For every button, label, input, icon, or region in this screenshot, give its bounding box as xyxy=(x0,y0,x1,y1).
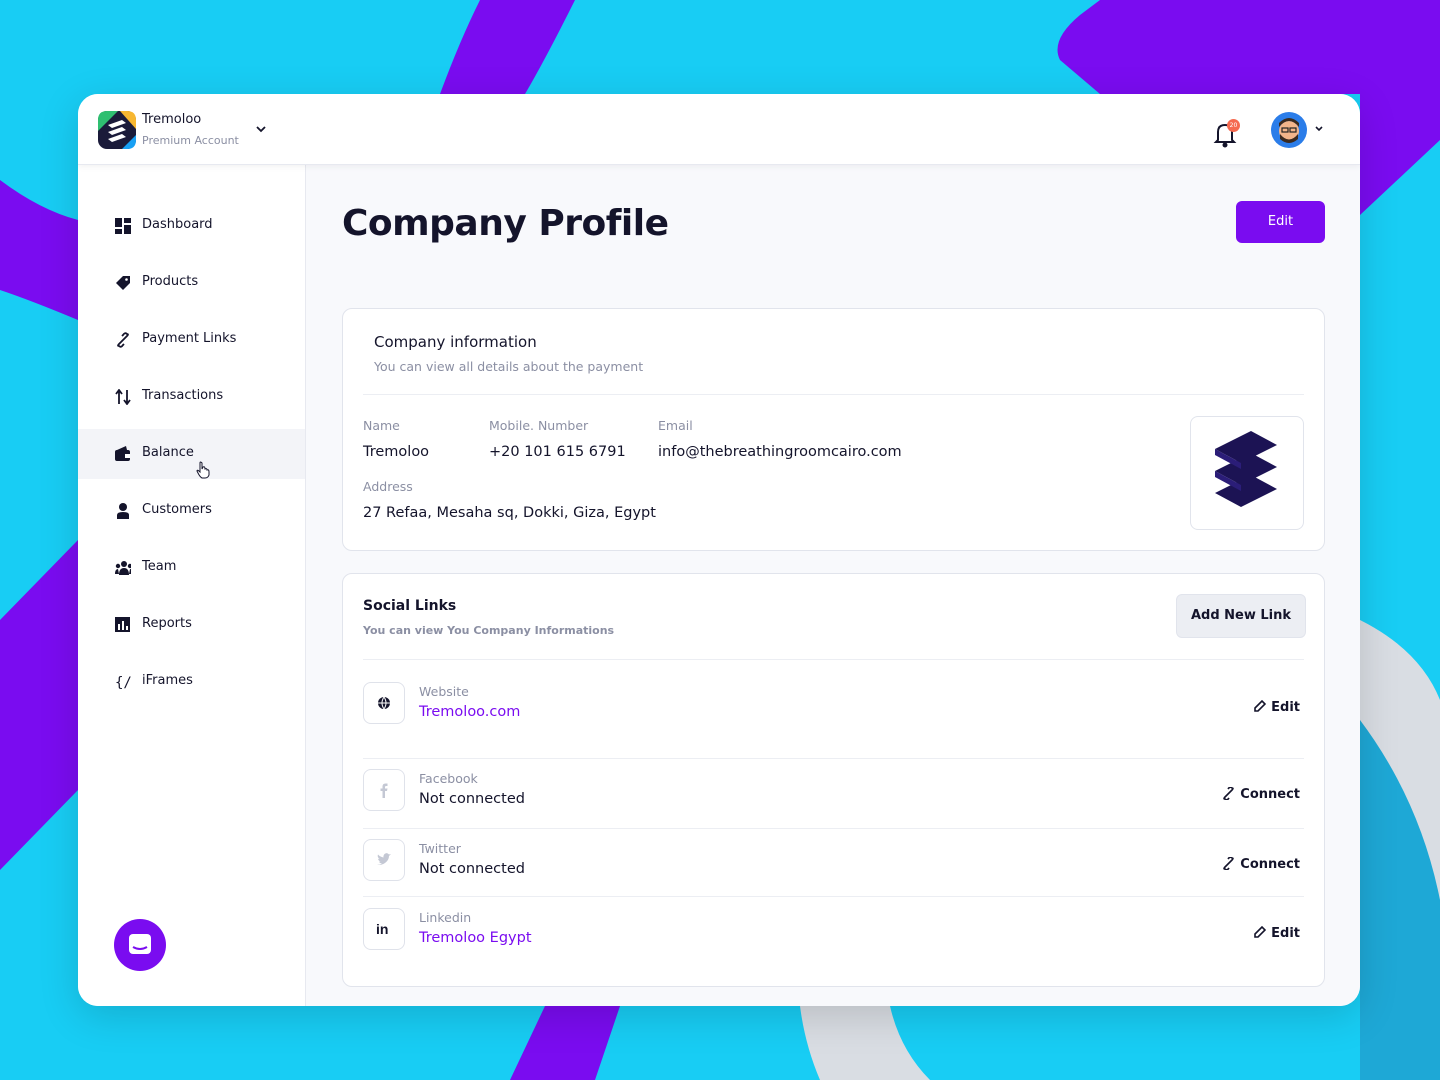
field-label: Address xyxy=(363,479,413,494)
link-label: Linkedin xyxy=(419,910,472,925)
link-label: Facebook xyxy=(419,771,478,786)
cursor xyxy=(196,461,210,479)
field-value: info@thebreathingroomcairo.com xyxy=(658,444,902,460)
action-label: Connect xyxy=(1240,787,1300,802)
chat-button[interactable] xyxy=(112,917,168,973)
social-row: Website Tremoloo.com Edit xyxy=(343,682,1324,730)
company-logo xyxy=(1190,416,1304,530)
link-action[interactable]: Edit xyxy=(1253,699,1300,715)
nav-item[interactable]: Balance xyxy=(78,429,305,479)
link-label: Twitter xyxy=(419,841,461,856)
account-dropdown[interactable] xyxy=(255,125,267,133)
notification-badge: 20 xyxy=(1227,119,1240,132)
nav-item[interactable]: Team xyxy=(78,543,305,593)
page-title: Company Profile xyxy=(342,203,669,244)
link-value: Not connected xyxy=(419,861,525,877)
field-label: Mobile. Number xyxy=(489,418,589,433)
nav-item[interactable]: {/} iFrames xyxy=(78,657,305,707)
edit-button[interactable]: Edit xyxy=(1236,201,1325,243)
website-icon xyxy=(363,682,405,724)
company-info-card: Company information You can view all det… xyxy=(342,308,1325,551)
field-label: Name xyxy=(363,418,400,433)
nav-label: Reports xyxy=(142,616,192,631)
brand-logo xyxy=(98,111,136,149)
card-subtitle: You can view You Company Informations xyxy=(363,624,615,637)
field-value: Tremoloo xyxy=(363,444,430,460)
link-action[interactable]: Connect xyxy=(1222,786,1300,802)
add-link-button[interactable]: Add New Link xyxy=(1176,594,1306,638)
twitter-icon xyxy=(363,839,405,881)
notification-bell[interactable] xyxy=(1213,120,1239,148)
nav-item[interactable]: Customers xyxy=(78,486,305,536)
card-subtitle: You can view all details about the payme… xyxy=(374,359,644,374)
nav-label: Transactions xyxy=(142,388,224,403)
brand-name: Tremoloo xyxy=(142,112,202,127)
nav-item[interactable]: Payment Links xyxy=(78,315,305,365)
user-avatar[interactable] xyxy=(1270,111,1308,149)
nav-item[interactable]: Reports xyxy=(78,600,305,650)
field-value: 27 Refaa, Mesaha sq, Dokki, Giza, Egypt xyxy=(363,505,656,521)
link-value[interactable]: Tremoloo Egypt xyxy=(419,930,532,946)
card-title: Company information xyxy=(374,333,537,351)
social-links-card: Social Links You can view You Company In… xyxy=(342,573,1325,987)
nav-label: Balance xyxy=(142,445,194,460)
nav-label: Products xyxy=(142,274,199,289)
social-row: Facebook Not connected Connect xyxy=(343,769,1324,817)
nav-item[interactable]: Transactions xyxy=(78,372,305,422)
account-type: Premium Account xyxy=(142,134,239,147)
nav-item[interactable]: Dashboard xyxy=(78,201,305,251)
action-label: Edit xyxy=(1271,700,1300,715)
field-label: Email xyxy=(658,418,693,433)
card-title: Social Links xyxy=(363,598,457,614)
link-action[interactable]: Connect xyxy=(1222,856,1300,872)
linkedin-icon: in xyxy=(363,908,405,950)
social-row: in Linkedin Tremoloo Egypt Edit xyxy=(343,908,1324,956)
link-action[interactable]: Edit xyxy=(1253,925,1300,941)
nav-label: Team xyxy=(142,559,177,574)
nav-label: Dashboard xyxy=(142,217,213,232)
link-value: Not connected xyxy=(419,791,525,807)
link-value[interactable]: Tremoloo.com xyxy=(419,704,521,720)
svg-text:{/}: {/} xyxy=(115,675,131,690)
sidebar: Dashboard Products Payment Links Transac… xyxy=(78,165,306,1006)
action-label: Connect xyxy=(1240,857,1300,872)
user-dropdown[interactable] xyxy=(1313,125,1325,133)
social-row: Twitter Not connected Connect xyxy=(343,839,1324,887)
nav-label: Customers xyxy=(142,502,212,517)
link-label: Website xyxy=(419,684,469,699)
main-content: Company Profile Edit Company information… xyxy=(306,165,1360,1006)
nav-item[interactable]: Products xyxy=(78,258,305,308)
nav-label: Payment Links xyxy=(142,331,237,346)
app-window: Tremoloo Premium Account 20 Dashboard Pr… xyxy=(78,94,1360,1006)
field-value: +20 101 615 6791 xyxy=(489,444,626,460)
top-bar: Tremoloo Premium Account 20 xyxy=(78,94,1360,165)
action-label: Edit xyxy=(1271,926,1300,941)
facebook-icon xyxy=(363,769,405,811)
nav-label: iFrames xyxy=(142,673,193,688)
svg-text:in: in xyxy=(376,921,388,937)
